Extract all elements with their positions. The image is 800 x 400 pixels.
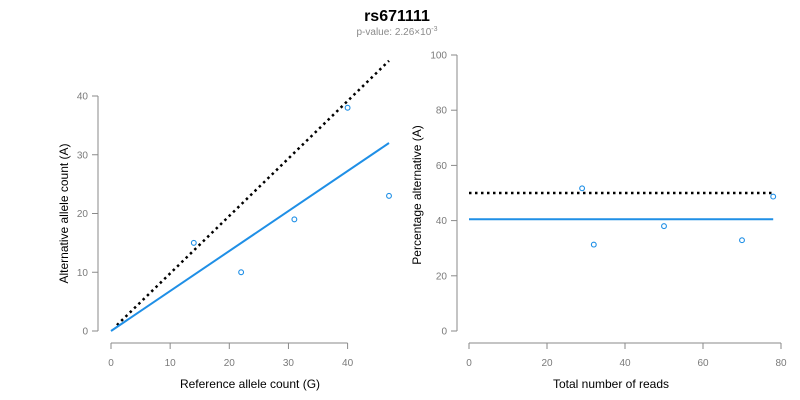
expected-ratio-line <box>116 59 390 327</box>
y-tick-label: 20 <box>77 209 89 220</box>
data-point <box>238 269 245 276</box>
x-tick-label: 0 <box>466 358 472 369</box>
x-tick-label: 40 <box>342 358 354 369</box>
x-tick-label: 0 <box>108 358 114 369</box>
data-point <box>190 239 197 246</box>
x-tick-label: 30 <box>283 358 295 369</box>
data-point <box>661 223 667 230</box>
pvalue-text: p-value: 2.26×10 <box>356 27 431 38</box>
y-tick-label: 80 <box>436 106 448 117</box>
y-tick-label: 30 <box>77 150 89 161</box>
y-tick-label: 0 <box>82 327 88 338</box>
x-axis-label: Total number of reads <box>553 377 669 391</box>
data-point <box>579 185 586 192</box>
data-point <box>590 241 597 248</box>
y-tick-label: 100 <box>430 51 447 62</box>
x-axis-label: Reference allele count (G) <box>180 377 320 391</box>
data-point <box>770 193 777 200</box>
y-tick-label: 0 <box>441 327 447 338</box>
x-tick-label: 10 <box>165 358 177 369</box>
data-point <box>291 216 298 223</box>
y-axis-label: Percentage alternative (A) <box>410 125 424 264</box>
data-point <box>739 237 745 244</box>
pvalue-exponent: -3 <box>431 26 437 33</box>
x-tick-label: 60 <box>697 358 709 369</box>
data-point <box>386 192 392 199</box>
chart-title: rs671111 <box>364 8 430 25</box>
data-point <box>344 104 351 111</box>
right-panel-scatter: 0 20 40 60 80 100 0 20 40 60 80 Total number of rea… <box>410 51 787 392</box>
x-tick-label: 40 <box>619 358 631 369</box>
y-tick-label: 60 <box>436 161 448 172</box>
x-tick-label: 80 <box>775 358 787 369</box>
x-tick-label: 20 <box>224 358 236 369</box>
y-tick-label: 40 <box>77 92 89 103</box>
y-tick-label: 10 <box>77 268 89 279</box>
chart-subtitle: p-value: 2.26×10-3 <box>356 26 437 38</box>
x-tick-label: 20 <box>541 358 553 369</box>
left-panel-scatter: 0 10 20 30 40 0 10 20 30 40 Reference allele count… <box>57 59 392 391</box>
y-tick-label: 20 <box>436 271 448 282</box>
y-tick-label: 40 <box>436 216 448 227</box>
y-axis-label: Alternative allele count (A) <box>57 143 71 283</box>
fit-line <box>110 142 390 332</box>
